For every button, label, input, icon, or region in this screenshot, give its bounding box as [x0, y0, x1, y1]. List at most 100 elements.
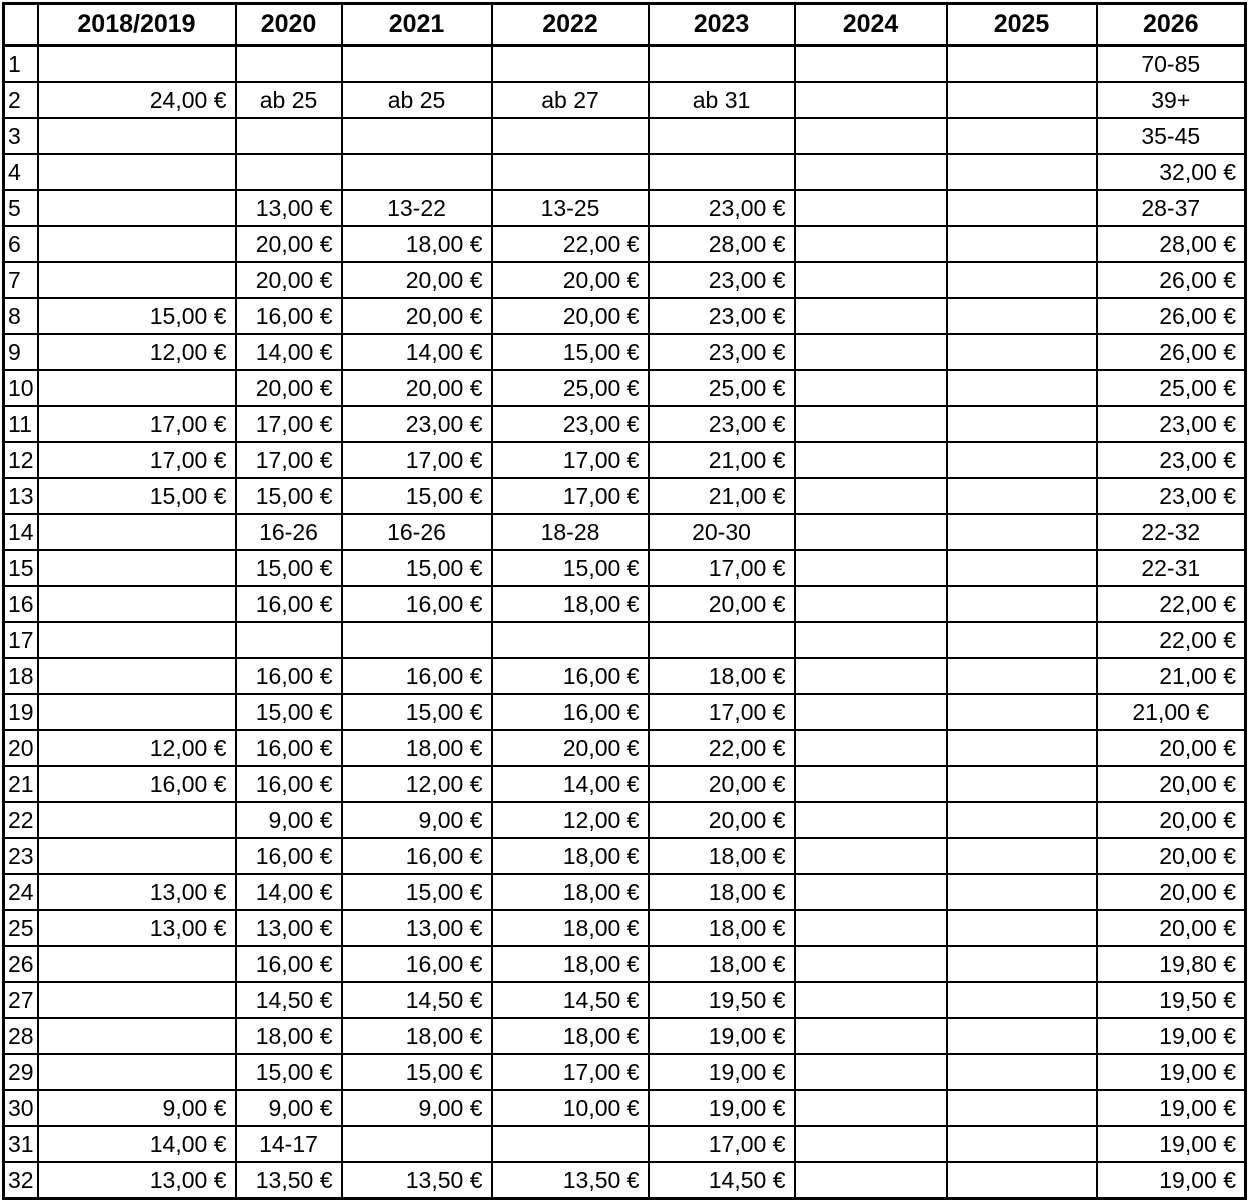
cell — [234, 117, 343, 155]
cell: 18,00 € — [490, 585, 650, 623]
cell — [36, 225, 237, 263]
cell: 18,00 € — [340, 225, 493, 263]
cell — [945, 441, 1098, 479]
cell: 13,00 € — [340, 909, 493, 947]
cell — [945, 1017, 1098, 1055]
cell: 20,00 € — [340, 297, 493, 335]
cell: 15,00 € — [340, 1053, 493, 1091]
cell — [793, 945, 948, 983]
table-row: 24 13,00 €14,00 €15,00 €18,00 €18,00 €20,… — [2, 873, 1247, 911]
table-row: 32 13,00 €13,50 €13,50 €13,50 €14,50 €19,… — [2, 1161, 1247, 1200]
cell — [490, 44, 650, 83]
cell: 17,00 € — [647, 1125, 796, 1163]
header-year-2026: 2026 — [1095, 2, 1247, 47]
cell: 13,00 € — [36, 1161, 237, 1200]
cell — [945, 801, 1098, 839]
cell — [36, 117, 237, 155]
cell: 19,00 € — [647, 1017, 796, 1055]
cell — [945, 765, 1098, 803]
table-row: 12 17,00 €17,00 €17,00 €17,00 €21,00 €23,… — [2, 441, 1247, 479]
cell: 14,50 € — [340, 981, 493, 1019]
row-number: 5 — [2, 189, 39, 227]
cell — [945, 873, 1098, 911]
table-row: 2 24,00 € ab 25 ab 25 ab 27 ab 31 39+ — [2, 81, 1247, 119]
row-number: 6 — [2, 225, 39, 263]
cell: 20,00 € — [234, 225, 343, 263]
cell — [647, 153, 796, 191]
cell — [490, 621, 650, 659]
cell — [793, 1017, 948, 1055]
cell — [793, 765, 948, 803]
cell: 14,00 € — [234, 333, 343, 371]
row-number: 2 — [2, 81, 39, 119]
table-row: 21 16,00 €16,00 €12,00 €14,00 €20,00 €20,… — [2, 765, 1247, 803]
cell: 22,00 € — [490, 225, 650, 263]
cell — [945, 981, 1098, 1019]
cell — [793, 693, 948, 731]
cell — [945, 1125, 1098, 1163]
table-row: 8 15,00 €16,00 €20,00 €20,00 €23,00 €26,0… — [2, 297, 1247, 335]
row-number: 25 — [2, 909, 39, 947]
cell — [36, 1017, 237, 1055]
cell — [793, 549, 948, 587]
table-row: 3 35-45 — [2, 117, 1247, 155]
cell: 19,50 € — [647, 981, 796, 1019]
cell: 9,00 € — [234, 1089, 343, 1127]
cell: 15,00 € — [490, 333, 650, 371]
cell: 17,00 € — [647, 693, 796, 731]
row-number: 4 — [2, 153, 39, 191]
cell — [340, 44, 493, 83]
cell — [36, 189, 237, 227]
cell: 16,00 € — [234, 945, 343, 983]
header-year-2021: 2021 — [340, 2, 493, 47]
cell: 20,00 € — [1095, 873, 1247, 911]
row-number: 10 — [2, 369, 39, 407]
cell: 18,00 € — [490, 909, 650, 947]
table-row: 10 20,00 €20,00 €25,00 €25,00 €25,00 € — [2, 369, 1247, 407]
cell: 14,00 € — [340, 333, 493, 371]
cell: 14,00 € — [234, 873, 343, 911]
cell — [945, 693, 1098, 731]
row-number: 8 — [2, 297, 39, 335]
cell — [490, 1125, 650, 1163]
cell: 22,00 € — [1095, 585, 1247, 623]
cell — [647, 621, 796, 659]
cell: 9,00 € — [234, 801, 343, 839]
cell: 13,00 € — [36, 873, 237, 911]
cell: 12,00 € — [340, 765, 493, 803]
cell — [793, 657, 948, 695]
row-number: 22 — [2, 801, 39, 839]
row-number: 32 — [2, 1161, 39, 1200]
cell: 20,00 € — [234, 369, 343, 407]
row-number: 26 — [2, 945, 39, 983]
cell — [36, 585, 237, 623]
cell — [340, 621, 493, 659]
cell — [945, 1053, 1098, 1091]
row-number: 24 — [2, 873, 39, 911]
cell: 18,00 € — [340, 729, 493, 767]
cell: 18,00 € — [647, 909, 796, 947]
cell: 13,00 € — [36, 909, 237, 947]
cell: 20,00 € — [1095, 909, 1247, 947]
cell: 19,00 € — [647, 1053, 796, 1091]
row-number: 19 — [2, 693, 39, 731]
cell — [36, 837, 237, 875]
cell: 12,00 € — [36, 333, 237, 371]
cell — [36, 657, 237, 695]
cell — [945, 44, 1098, 83]
cell: 23,00 € — [647, 405, 796, 443]
header-year-2022: 2022 — [490, 2, 650, 47]
cell: 19,50 € — [1095, 981, 1247, 1019]
cell: 15,00 € — [340, 549, 493, 587]
cell: 16,00 € — [490, 693, 650, 731]
cell: 9,00 € — [36, 1089, 237, 1127]
cell — [793, 801, 948, 839]
cell: 26,00 € — [1095, 333, 1247, 371]
cell — [36, 153, 237, 191]
cell: 22,00 € — [1095, 621, 1247, 659]
cell: 25,00 € — [1095, 369, 1247, 407]
cell: 23,00 € — [647, 297, 796, 335]
cell — [945, 297, 1098, 335]
cell: 23,00 € — [647, 333, 796, 371]
row-number: 31 — [2, 1125, 39, 1163]
